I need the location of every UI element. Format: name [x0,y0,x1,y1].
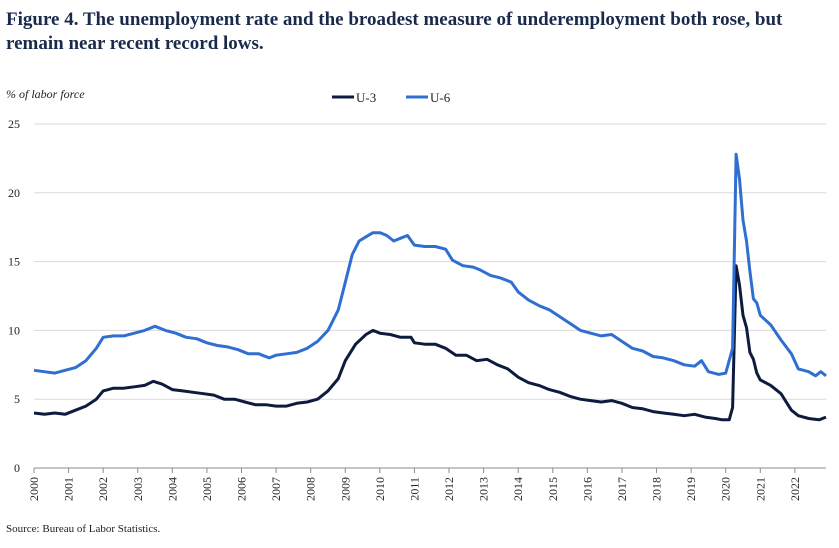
x-tick-label: 2001 [62,477,76,501]
x-tick-label: 2008 [304,477,318,501]
x-tick-label: 2000 [27,477,41,501]
x-tick-label: 2003 [131,477,145,501]
x-tick-label: 2005 [200,477,214,501]
x-tick-label: 2004 [165,477,179,501]
x-tick-label: 2011 [407,477,421,501]
source-note: Source: Bureau of Labor Statistics. [6,523,161,535]
gridlines [34,123,826,400]
y-axis-ticks: 0 5 10 15 20 25 [8,117,20,475]
y-tick-label: 5 [14,392,20,406]
x-tick-label: 2002 [96,477,110,501]
x-tick-label: 2016 [580,477,594,501]
x-tick-label: 2018 [650,477,664,501]
x-axis: 2000 2001 2002 2003 2004 2005 2006 2007 2008 2009… [27,467,826,501]
x-tick-label: 2015 [546,477,560,501]
x-tick-label: 2012 [442,477,456,501]
x-tick-label: 2019 [684,477,698,501]
x-tick-label: 2009 [338,477,352,501]
series-line-u-6 [33,152,827,378]
x-tick-label: 2013 [477,477,491,501]
y-tick-label: 20 [8,186,20,200]
x-tick-label: 2010 [373,477,387,501]
y-tick-label: 0 [14,461,20,475]
x-tick-label: 2020 [719,477,733,501]
x-tick-label: 2017 [615,477,629,501]
x-tick-label: 2022 [788,477,802,501]
legend-label-u-3: U-3 [356,90,376,105]
chart-title: Figure 4. The unemployment rate and the … [6,9,783,54]
legend: U-3 U-6 [332,90,451,105]
x-tick-label: 2021 [753,477,767,501]
y-tick-label: 10 [8,323,20,337]
y-axis-label: % of labor force [6,87,85,101]
x-tick-label: 2014 [511,477,525,501]
x-tick-label: 2007 [269,477,283,501]
series-lines [33,152,827,422]
series-line-u-3 [33,264,827,422]
y-tick-label: 15 [8,255,20,269]
x-tick-label: 2006 [235,477,249,501]
legend-label-u-6: U-6 [430,90,451,105]
y-tick-label: 25 [8,117,20,131]
